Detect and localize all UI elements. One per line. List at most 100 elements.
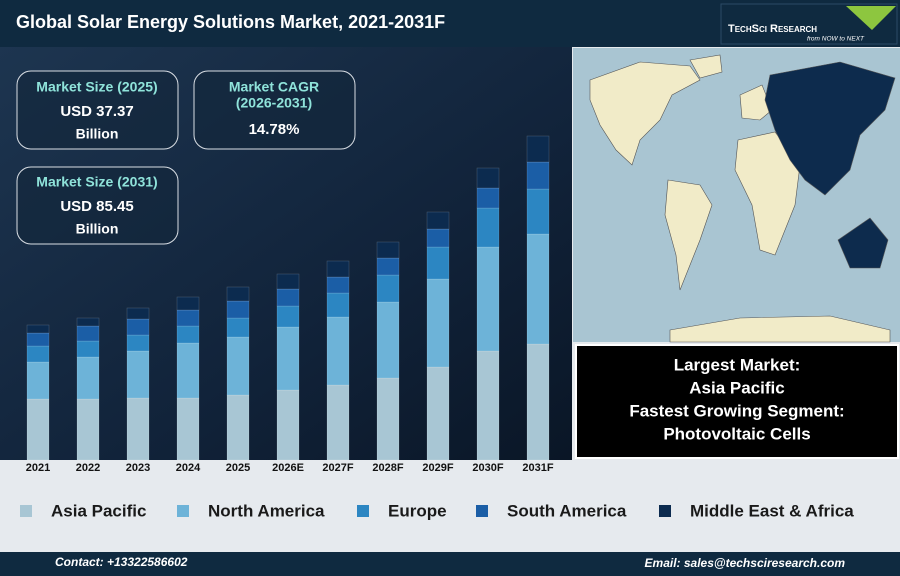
- bar-segment: [26, 324, 50, 334]
- bar-segment: [226, 300, 250, 319]
- bar-segment: [376, 274, 400, 303]
- bar-segment: [26, 345, 50, 363]
- logo-name: TechSci Research: [728, 23, 817, 35]
- australia: [837, 217, 889, 269]
- bar-segment: [126, 350, 150, 399]
- highlight-text: Photovoltaic Cells: [663, 424, 810, 443]
- bar-segment: [76, 325, 100, 342]
- greenland: [689, 54, 723, 79]
- x-tick-label: 2021: [26, 462, 50, 474]
- legend-label: Asia Pacific: [51, 501, 146, 520]
- logo-tagline: from NOW to NEXT: [807, 36, 865, 43]
- bar-segment: [26, 332, 50, 347]
- bar-segment: [276, 326, 300, 391]
- bar-segment: [476, 246, 500, 352]
- chart-title: Global Solar Energy Solutions Market, 20…: [16, 12, 445, 32]
- kpi-value: USD 37.37: [60, 103, 133, 120]
- x-tick-label: 2026E: [272, 462, 304, 474]
- bar-segment: [326, 316, 350, 386]
- world-map: [573, 48, 900, 343]
- bar-segment: [226, 286, 250, 302]
- bar-segment: [376, 377, 400, 461]
- kpi-card: Market Size (2031) USD 85.45 Billion: [16, 166, 179, 245]
- legend-label: South America: [507, 501, 627, 520]
- bar-segment: [176, 397, 200, 461]
- bar-segment: [276, 288, 300, 307]
- bar-segment: [176, 296, 200, 311]
- bar-segment: [326, 384, 350, 461]
- bar-segment: [376, 257, 400, 276]
- kpi-value: 14.78%: [249, 121, 300, 138]
- bar-segment: [276, 273, 300, 290]
- bar-segment: [26, 361, 50, 400]
- bar-segment: [376, 301, 400, 379]
- footer-contact: Contact: +13322586602: [55, 555, 188, 569]
- bar-segment: [526, 188, 550, 235]
- bar-segment: [126, 397, 150, 461]
- bar-segment: [26, 398, 50, 461]
- bar-segment: [476, 167, 500, 189]
- bar-segment: [126, 318, 150, 336]
- highlight-text: Largest Market:: [674, 355, 801, 374]
- legend-swatch: [476, 505, 488, 517]
- legend: Asia Pacific North America Europe South Ame…: [20, 501, 854, 520]
- bar-segment: [276, 389, 300, 461]
- bar-segment: [76, 356, 100, 400]
- bar-segment: [76, 340, 100, 358]
- bar-segment: [426, 246, 450, 280]
- x-tick-label: 2028F: [372, 462, 403, 474]
- bar-segment: [126, 307, 150, 320]
- bar-segment: [476, 207, 500, 248]
- highlight-box: [575, 344, 899, 459]
- kpi-value: USD 85.45: [60, 198, 133, 215]
- north-america: [589, 61, 701, 166]
- x-tick-label: 2024: [176, 462, 201, 474]
- bar-segment: [526, 161, 550, 190]
- legend-label: North America: [208, 501, 325, 520]
- europe: [739, 84, 773, 121]
- x-tick-label: 2025: [226, 462, 250, 474]
- highlight-text: Fastest Growing Segment:: [629, 401, 844, 420]
- bar-segment: [176, 342, 200, 399]
- bar-segment: [426, 278, 450, 368]
- kpi-card: Market CAGR (2026-2031) 14.78%: [193, 70, 356, 150]
- kpi-card: Market Size (2025) USD 37.37 Billion: [16, 70, 179, 150]
- kpi-label: (2026-2031): [236, 95, 312, 111]
- kpi-label: Market Size (2025): [36, 79, 157, 95]
- bar-segment: [526, 233, 550, 345]
- bar-segment: [326, 292, 350, 318]
- kpi-label: Market CAGR: [229, 79, 319, 95]
- bars: 2021 2022 2023 2024 2025 2026E 2027F 2028F 2029F…: [26, 135, 554, 474]
- bar-segment: [526, 135, 550, 163]
- x-tick-label: 2029F: [422, 462, 453, 474]
- legend-swatch: [659, 505, 671, 517]
- asia: [764, 61, 896, 196]
- bar-segment: [326, 276, 350, 294]
- x-tick-label: 2027F: [322, 462, 353, 474]
- card-frame: [16, 70, 179, 150]
- kpi-label: Market Size (2031): [36, 174, 157, 190]
- bar-segment: [376, 241, 400, 259]
- bar-segment: [226, 336, 250, 396]
- bar-segment: [426, 211, 450, 230]
- highlight-text: Asia Pacific: [689, 378, 784, 397]
- bar-segment: [476, 187, 500, 209]
- card-frame: [193, 70, 356, 150]
- x-tick-label: 2030F: [472, 462, 503, 474]
- bar-segment: [176, 309, 200, 327]
- bar-segment: [226, 394, 250, 461]
- footer-email: Email: sales@techsciresearch.com: [645, 556, 846, 570]
- bar-segment: [226, 317, 250, 338]
- card-frame: [16, 166, 179, 245]
- bar-segment: [176, 325, 200, 344]
- bar-segment: [426, 228, 450, 248]
- bar-segment: [76, 398, 100, 461]
- bar-segment: [126, 334, 150, 352]
- x-tick-label: 2022: [76, 462, 100, 474]
- kpi-unit: Billion: [76, 126, 119, 142]
- x-tick-label: 2031F: [522, 462, 553, 474]
- legend-swatch: [177, 505, 189, 517]
- bar-segment: [76, 317, 100, 327]
- footer-bar: [0, 552, 900, 576]
